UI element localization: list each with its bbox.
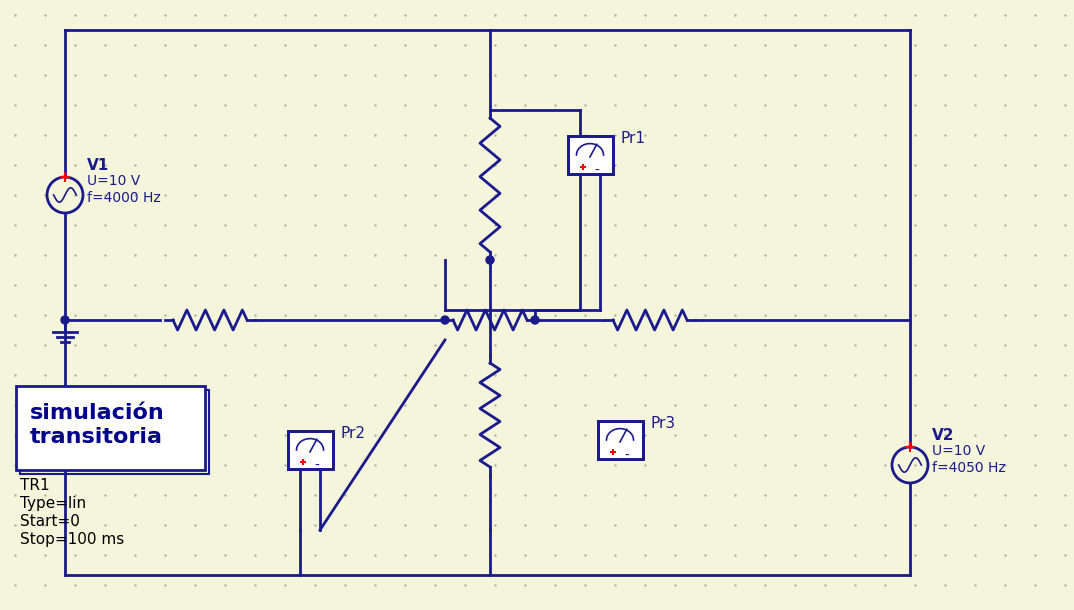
Text: Pr1: Pr1 — [620, 131, 645, 146]
Text: Type=lin: Type=lin — [20, 496, 86, 511]
Bar — [597, 421, 642, 459]
Bar — [567, 136, 612, 174]
Text: simulación
transitoria: simulación transitoria — [30, 403, 164, 447]
Text: -: - — [624, 449, 629, 463]
Text: f=4050 Hz: f=4050 Hz — [932, 461, 1005, 475]
Text: -: - — [594, 164, 599, 178]
Text: Stop=100 ms: Stop=100 ms — [20, 532, 125, 547]
Text: TR1: TR1 — [20, 478, 49, 493]
Text: U=10 V: U=10 V — [932, 444, 985, 458]
FancyBboxPatch shape — [16, 386, 205, 470]
Bar — [288, 431, 333, 469]
Circle shape — [61, 316, 69, 324]
Text: Pr3: Pr3 — [650, 416, 676, 431]
Text: U=10 V: U=10 V — [87, 174, 141, 188]
Text: Pr2: Pr2 — [340, 426, 365, 441]
Text: V2: V2 — [932, 428, 955, 443]
Bar — [567, 136, 612, 174]
Circle shape — [487, 256, 494, 264]
Bar — [288, 431, 333, 469]
Bar — [597, 421, 642, 459]
Text: f=4000 Hz: f=4000 Hz — [87, 191, 161, 205]
Circle shape — [441, 316, 449, 324]
Circle shape — [531, 316, 539, 324]
Text: Start=0: Start=0 — [20, 514, 79, 529]
Text: -: - — [315, 459, 319, 473]
Text: V1: V1 — [87, 158, 110, 173]
